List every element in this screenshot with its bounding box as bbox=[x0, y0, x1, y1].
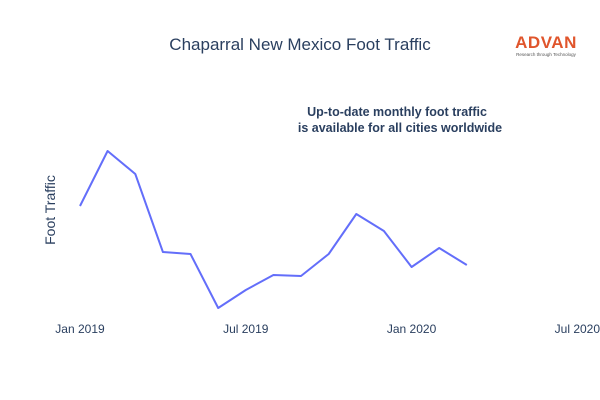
x-tick-label: Jan 2019 bbox=[55, 322, 105, 336]
x-tick-label: Jan 2020 bbox=[387, 322, 437, 336]
logo-tagline: Research through Technology bbox=[516, 52, 576, 57]
logo-name: ADVAN bbox=[515, 33, 577, 52]
series-line bbox=[79, 150, 468, 309]
chart-title: Chaparral New Mexico Foot Traffic bbox=[169, 35, 431, 54]
y-axis-label: Foot Traffic bbox=[42, 175, 58, 245]
x-tick-label: Jul 2020 bbox=[555, 322, 600, 336]
annotation-line-2: is available for all cities worldwide bbox=[298, 121, 502, 135]
series-group bbox=[79, 150, 468, 309]
advan-logo: ADVAN Research through Technology bbox=[515, 33, 577, 57]
annotation-line-1: Up-to-date monthly foot traffic bbox=[307, 105, 487, 119]
x-tick-label: Jul 2019 bbox=[223, 322, 269, 336]
